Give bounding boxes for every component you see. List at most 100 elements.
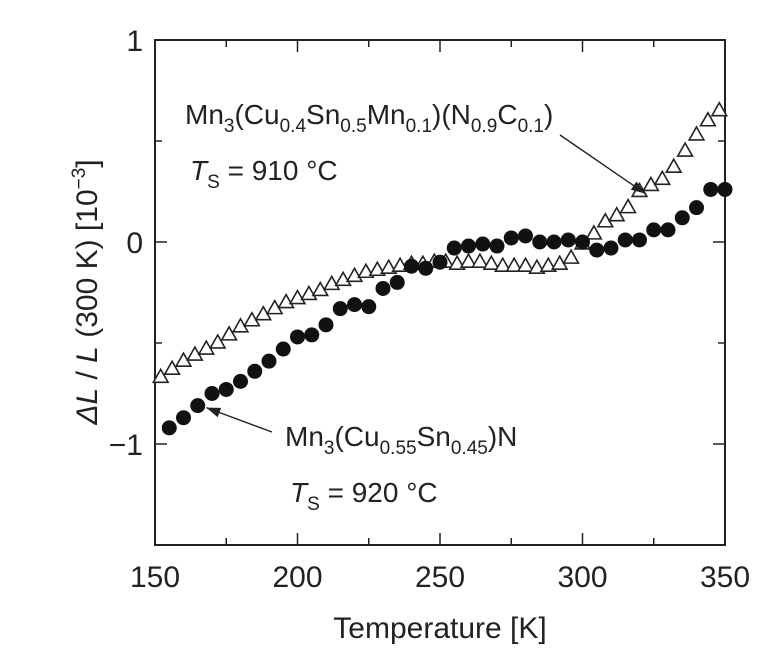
circle-point xyxy=(461,238,476,254)
circle-point xyxy=(546,234,562,250)
circle-point xyxy=(304,327,320,343)
formula-part: 0.1 xyxy=(518,116,544,137)
triangle-point xyxy=(334,270,352,287)
y-axis-label: ΔL / L (300 K) [10−3] xyxy=(69,159,104,425)
circle-point xyxy=(247,363,263,379)
y-label-l1: L xyxy=(71,388,104,405)
arrow-head xyxy=(206,407,222,418)
y-tick-label: 1 xyxy=(126,25,143,58)
formula-part: 3 xyxy=(324,438,335,459)
triangle-point xyxy=(516,256,535,273)
circle-point xyxy=(489,238,505,254)
circle-point xyxy=(347,297,362,313)
x-tick-label: 250 xyxy=(415,561,465,594)
triangle-point xyxy=(710,101,729,117)
triangle-point xyxy=(528,258,546,275)
circle-point xyxy=(575,234,590,250)
y-label-rest: (300 K) [10 xyxy=(71,189,104,346)
formula-part: Mn xyxy=(285,421,324,452)
x-tick-label: 350 xyxy=(700,561,750,594)
arrow-head xyxy=(630,181,646,194)
triangle-point xyxy=(220,325,238,341)
circle-point xyxy=(589,242,605,258)
triangle-point xyxy=(448,254,466,270)
formula-part: Sn xyxy=(417,421,451,452)
y-label-slash: / xyxy=(71,363,104,388)
formula-part: (Cu xyxy=(234,99,279,130)
formula-part: )(N xyxy=(432,99,471,130)
triangle-point xyxy=(585,224,603,240)
circle-point xyxy=(432,254,448,270)
y-tick-label: −1 xyxy=(109,429,143,462)
triangle-point xyxy=(471,252,489,268)
formula-part: 0.5 xyxy=(340,116,366,137)
arrow-line xyxy=(559,134,646,195)
triangle-point xyxy=(163,359,181,376)
annotation-ts-2: TS = 920 °C xyxy=(290,477,438,515)
circle-point xyxy=(404,258,419,274)
circle-point xyxy=(318,317,334,333)
triangle-point xyxy=(676,141,694,157)
formula-part: ) xyxy=(544,99,553,130)
circle-point xyxy=(660,222,676,238)
triangle-point xyxy=(607,206,626,222)
circle-point xyxy=(261,353,277,369)
triangle-point xyxy=(664,157,683,174)
formula-part: 0.4 xyxy=(280,116,307,137)
circle-point xyxy=(446,240,462,256)
formula-part: Mn xyxy=(367,99,406,130)
circle-point xyxy=(689,200,704,216)
circle-point xyxy=(475,236,491,252)
annotation-formula-2: Mn3(Cu0.55Sn0.45)N xyxy=(285,421,517,459)
circle-point xyxy=(503,230,519,246)
formula-part: Mn xyxy=(185,99,224,130)
circle-point xyxy=(703,181,719,197)
circle-point xyxy=(275,341,291,357)
circle-point xyxy=(532,234,548,250)
circle-point xyxy=(233,373,248,389)
circle-point xyxy=(717,181,733,197)
y-tick-label: 0 xyxy=(126,227,143,260)
circle-point xyxy=(617,232,633,248)
triangle-point xyxy=(391,256,409,273)
triangle-point xyxy=(357,262,375,279)
triangle-point xyxy=(699,111,717,127)
y-label-delta: Δ xyxy=(71,405,104,426)
circle-point xyxy=(290,329,305,345)
triangle-point xyxy=(562,248,580,264)
triangle-point xyxy=(277,292,295,309)
circle-point xyxy=(418,260,434,276)
annotation-arrows xyxy=(206,134,646,433)
formula-part: 3 xyxy=(224,116,235,137)
circle-point xyxy=(560,232,576,248)
x-tick-label: 300 xyxy=(557,561,607,594)
circle-point xyxy=(161,420,177,436)
axis-ticks xyxy=(154,39,726,546)
triangle-point xyxy=(368,260,387,277)
x-tick-label: 150 xyxy=(130,561,180,594)
circle-point xyxy=(518,228,533,244)
y-label-l2: L xyxy=(71,346,104,363)
formula-part: (Cu xyxy=(334,421,379,452)
circle-point xyxy=(646,222,662,238)
y-label-exponent: −3 xyxy=(69,168,90,190)
circle-point xyxy=(375,280,391,296)
axis-tick-labels: 150 200 250 300 350 1 0 −1 xyxy=(109,25,750,594)
triangle-point xyxy=(151,367,170,384)
triangle-point xyxy=(482,254,501,270)
annotation-formula-1: Mn3(Cu0.4Sn0.5Mn0.1)(N0.9C0.1) xyxy=(185,99,553,137)
triangle-point xyxy=(687,125,706,141)
y-label-close: ] xyxy=(71,159,104,167)
triangle-point xyxy=(493,256,512,273)
circle-point xyxy=(632,232,647,248)
triangle-point xyxy=(619,198,637,214)
circle-point xyxy=(332,301,348,317)
triangle-point xyxy=(322,274,341,291)
annotation-ts-1: TS = 910 °C xyxy=(190,155,338,193)
circle-point xyxy=(218,381,234,397)
x-tick-label: 200 xyxy=(272,561,322,594)
triangle-point xyxy=(653,169,672,186)
triangle-point xyxy=(539,256,558,273)
circle-point xyxy=(603,240,619,256)
